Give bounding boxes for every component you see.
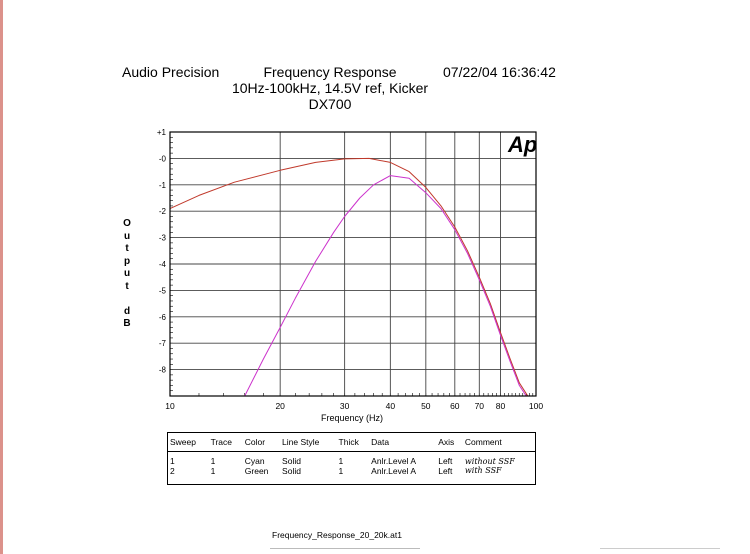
table-cell: Green [244,465,269,476]
table-cell: Anlr.Level A [371,465,417,476]
scan-artifact [600,548,720,549]
x-tick-label: 100 [529,401,543,411]
trace-table-header-row: Sweep Trace Color Line Style Thick Data … [167,432,536,452]
y-tick-label: -6 [159,313,167,322]
trace-table-header: Thick [335,432,369,452]
table-row: 1 1 Cyan Solid 1 Anlr.Level A Left witho… [167,452,536,466]
x-tick-labels: 10 20 30 40 50 60 70 80 100 [165,401,543,411]
table-cell: 1 [170,455,175,466]
scan-edge-mark [0,0,3,554]
series-line-2 [244,175,527,397]
scan-artifact [270,548,420,549]
trace-table-header: Comment [461,432,536,452]
x-tick-label: 60 [450,401,460,411]
table-row: 2 1 Green Solid 1 Anlr.Level A Left with… [167,466,536,476]
trace-table: Sweep Trace Color Line Style Thick Data … [167,432,536,476]
trace-table-header: Axis [435,432,462,452]
y-tick-label: -8 [159,366,167,375]
chart-title-line3: DX700 [308,96,352,112]
table-cell: Left [438,465,453,476]
x-tick-label: 20 [275,401,285,411]
x-tick-label: 70 [475,401,485,411]
header-datetime: 07/22/04 16:36:42 [443,64,556,80]
table-cell: 1 [338,455,344,466]
ap-logo: Ap [507,132,537,157]
table-cell: 1 [338,465,344,476]
y-axis-label-char: u [123,268,131,279]
header-brand: Audio Precision [122,64,220,80]
y-tick-label: -7 [159,339,167,348]
x-axis-label: Frequency (Hz) [321,413,383,423]
y-tick-label: -2 [159,207,167,216]
y-axis-label-char: O [123,218,131,229]
x-tick-label: 10 [165,401,175,411]
table-cell: Left [438,455,453,466]
y-axis-label-char: B [123,318,131,329]
trace-table-header: Trace [207,432,242,452]
y-axis-label-char: t [125,280,129,292]
table-cell: Cyan [244,455,265,466]
chart-title: Frequency Response 10Hz-100kHz, 14.5V re… [190,64,470,112]
y-axis-label-char: p [123,255,131,267]
y-tick-labels: +1 -0 -1 -2 -3 -4 -5 -6 -7 -8 [157,128,167,375]
chart-grid [169,131,537,397]
y-tick-label: -4 [159,260,167,269]
table-cell: 1 [210,455,216,466]
chart-series [169,157,529,397]
chart-title-line2: 10Hz-100kHz, 14.5V ref, Kicker [231,80,429,96]
table-cell: Anlr.Level A [371,455,417,466]
y-tick-label: -0 [159,154,167,163]
y-tick-label: -3 [159,234,167,243]
y-axis-label-char: t [125,243,129,254]
table-cell: Solid [282,465,301,476]
trace-table-header: Sweep [167,432,208,452]
x-tick-label: 50 [421,401,431,411]
table-cell: 1 [210,465,216,476]
footer-filename: Frequency_Response_20_20k.at1 [272,530,402,540]
table-cell: Solid [282,455,301,466]
chart-title-line1: Frequency Response [263,64,397,80]
plot-frame [169,131,537,397]
trace-table-header: Line Style [279,432,336,452]
y-tick-label: +1 [157,128,167,137]
series-line-1 [169,157,529,397]
y-tick-label: -5 [159,286,167,295]
y-axis-label-char: u [123,230,131,242]
x-tick-label: 80 [496,401,506,411]
x-tick-label: 40 [386,401,396,411]
trace-table-header: Data [368,432,436,452]
x-tick-label: 30 [340,401,350,411]
trace-table-header: Color [241,432,280,452]
table-cell-comment: with SSF [464,466,502,475]
table-cell: 2 [170,465,175,476]
y-tick-label: -1 [159,181,167,190]
y-axis-label-char: d [123,305,131,317]
table-cell-comment: without SSF [464,456,515,466]
